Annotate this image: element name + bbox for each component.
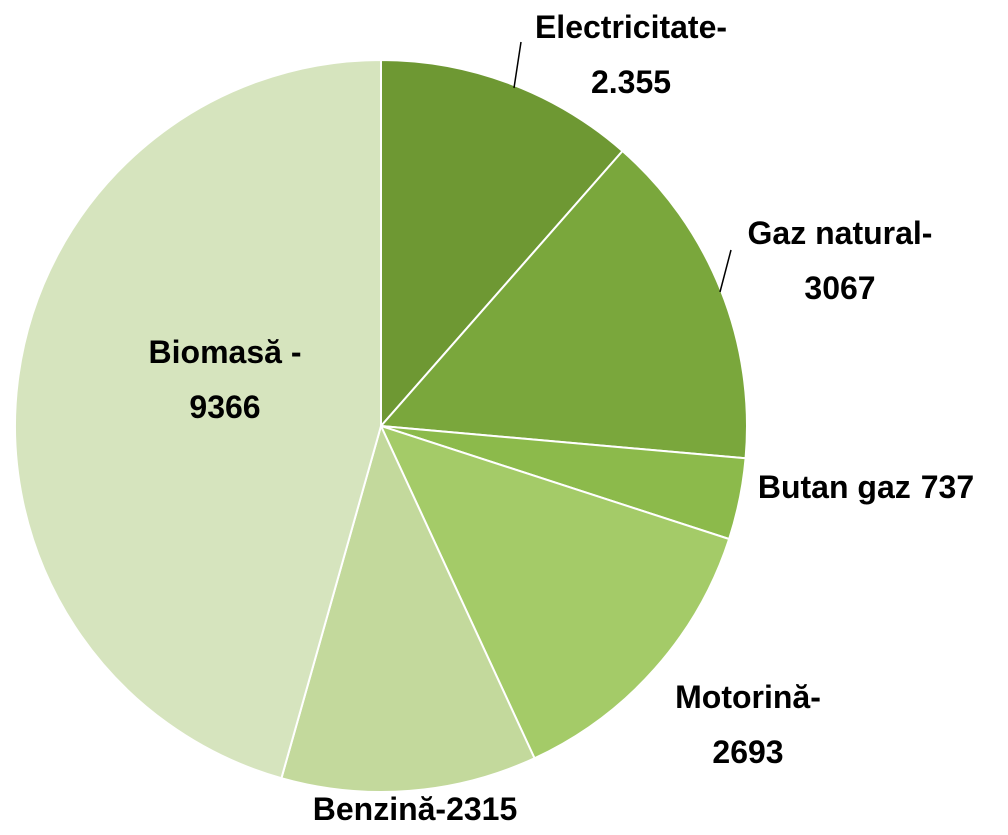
value-label: 2693 [712, 734, 783, 770]
value-label: 737 [921, 469, 974, 505]
category-label: Electricitate- [535, 9, 727, 45]
pie-slice [14, 58, 382, 780]
category-label: Gaz natural- [748, 215, 933, 251]
leader-line [513, 41, 522, 89]
value-label: 9366 [189, 389, 260, 425]
data-label: Motorină- 2693 [675, 679, 821, 770]
category-label: Butan gaz [758, 469, 911, 505]
data-label: Gaz natural- 3067 [748, 215, 933, 306]
category-label: Biomasă - [149, 334, 302, 370]
data-label: Biomasă - 9366 [149, 334, 302, 425]
pie-slice [379, 424, 731, 760]
category-label: Motorină- [675, 679, 821, 715]
leader-line [719, 249, 732, 293]
pie [14, 58, 748, 793]
value-label: 2315 [446, 791, 517, 827]
data-label: Electricitate- 2.355 [535, 9, 727, 100]
pie-slice [280, 423, 536, 793]
data-label: Benzină-2315 [313, 791, 518, 827]
data-label: Butan gaz 737 [758, 469, 974, 505]
value-label: 2.355 [591, 64, 671, 100]
category-label: Benzină- [313, 791, 446, 827]
pie-slice [380, 58, 624, 429]
value-label: 3067 [804, 270, 875, 306]
